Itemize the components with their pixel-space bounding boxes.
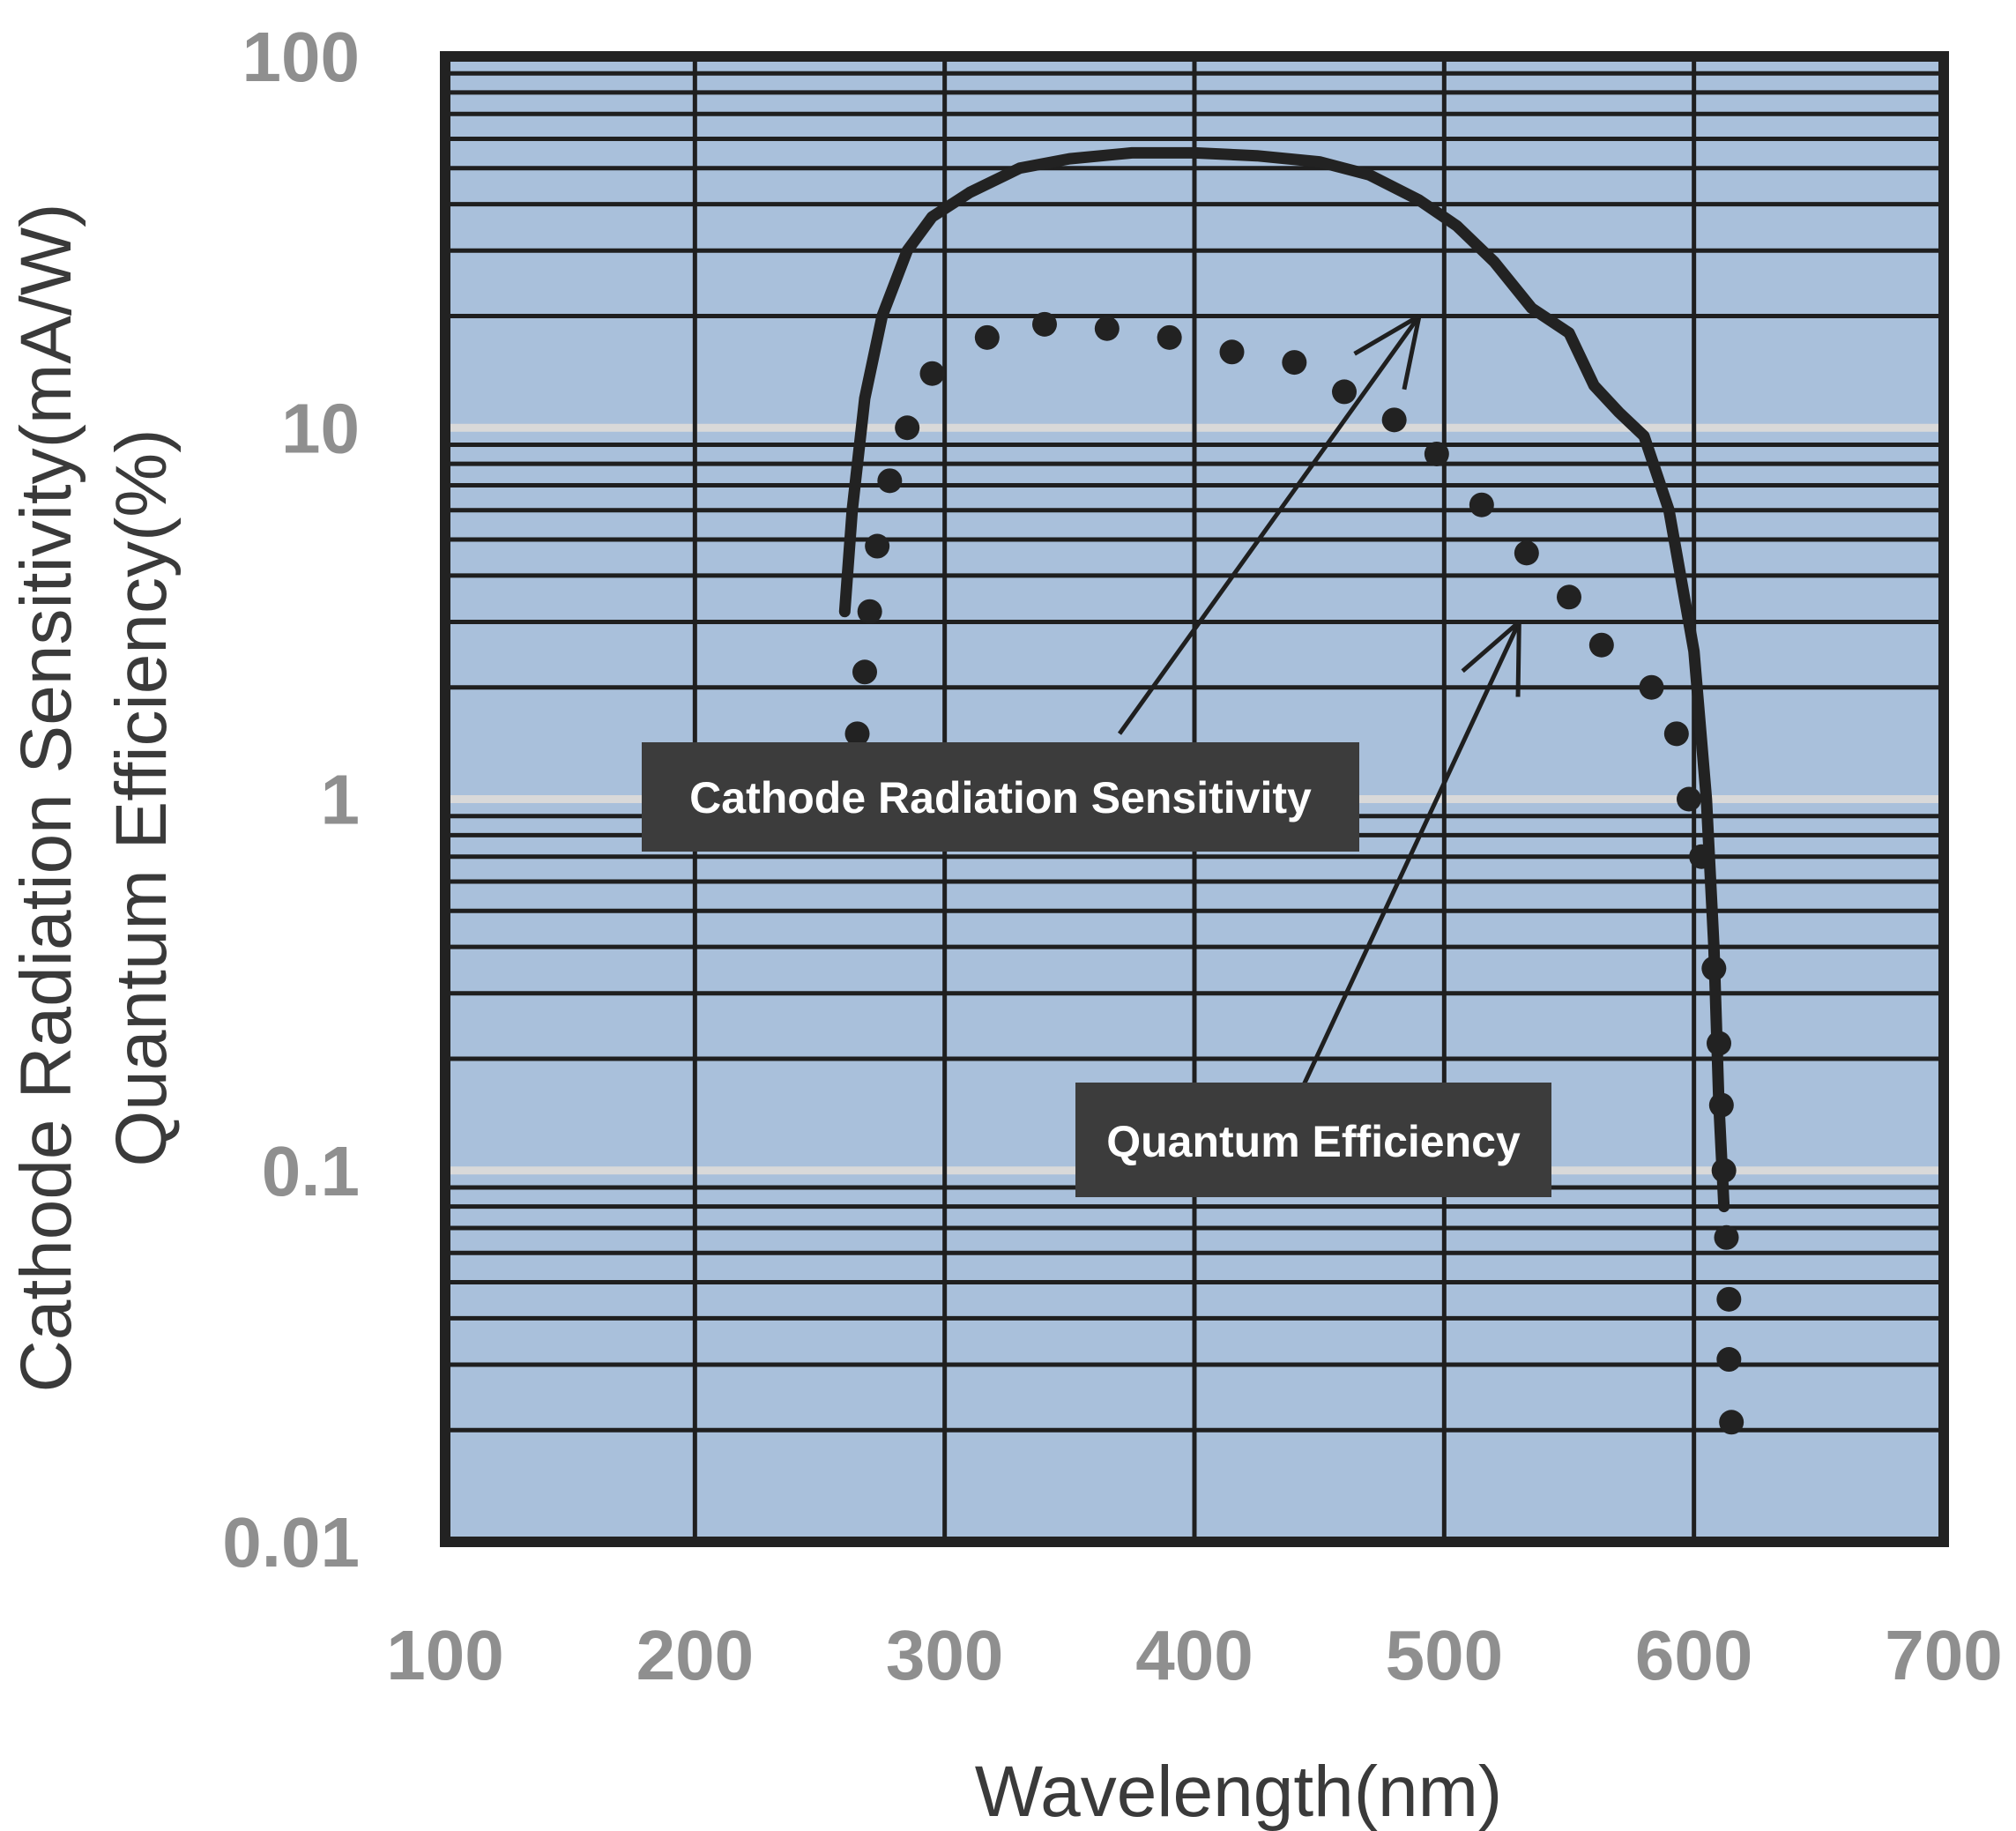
y-tick-label: 0.1 xyxy=(262,1132,360,1210)
qe-data-point xyxy=(1716,1286,1742,1312)
annotation-arrow-head xyxy=(1515,621,1521,697)
qe-data-point xyxy=(1332,379,1357,405)
qe-data-point xyxy=(1282,350,1307,376)
qe-data-point xyxy=(1663,721,1689,747)
qe-data-point xyxy=(919,361,945,386)
annotation-label-sensitivity: Cathode Radiation Sensitivity xyxy=(642,742,1359,852)
qe-data-point xyxy=(1708,1092,1734,1118)
qe-data-point xyxy=(895,415,920,441)
qe-data-point xyxy=(974,324,1000,350)
y-axis-title-line2: Quantum Efficiency(%) xyxy=(101,428,182,1166)
qe-data-point xyxy=(1707,1031,1731,1056)
annotation-arrow-head xyxy=(1353,314,1421,356)
qe-data-point xyxy=(1094,316,1120,341)
x-tick-label: 300 xyxy=(886,1616,1003,1694)
annotation-label-qe: Quantum Efficiency xyxy=(1075,1083,1551,1197)
qe-data-point xyxy=(877,468,903,494)
x-tick-label: 400 xyxy=(1135,1616,1253,1694)
x-tick-label: 100 xyxy=(386,1616,503,1694)
y-tick-label: 100 xyxy=(242,18,360,96)
annotation-box-sensitivity xyxy=(642,742,1359,852)
y-tick-labels: 100 10 1 0.1 0.01 xyxy=(222,18,360,1582)
qe-data-point xyxy=(1639,674,1664,700)
y-tick-label: 0.01 xyxy=(222,1503,360,1582)
series-line-cathode-sensitivity xyxy=(838,146,1730,1213)
x-tick-labels: 100 200 300 400 500 600 700 xyxy=(386,1616,2002,1694)
annotation-arrow-head xyxy=(1402,315,1422,391)
qe-data-point xyxy=(1588,632,1614,658)
x-axis-title: Wavelength(nm) xyxy=(975,1752,1503,1831)
qe-data-point xyxy=(1714,1224,1739,1250)
qe-data-point xyxy=(1689,844,1715,869)
qe-data-point xyxy=(1424,441,1449,466)
y-tick-label: 10 xyxy=(281,389,360,467)
qe-data-point xyxy=(1157,324,1182,350)
qe-data-point xyxy=(1701,956,1727,981)
annotation-text-qe: Quantum Efficiency xyxy=(1106,1117,1521,1166)
annotation-text-sensitivity: Cathode Radiation Sensitivity xyxy=(689,773,1312,822)
qe-data-point xyxy=(844,721,870,747)
annotation-arrow-shaft xyxy=(1292,621,1521,1106)
series-layer xyxy=(838,146,1744,1435)
plot-frame xyxy=(440,51,1949,1547)
qe-data-point xyxy=(1381,407,1407,433)
qe-data-point xyxy=(1219,339,1245,365)
annotation-arrow-shaft xyxy=(1117,314,1422,735)
qe-data-point xyxy=(1719,1410,1744,1435)
qe-data-point xyxy=(865,533,890,559)
x-tick-label: 700 xyxy=(1885,1616,2002,1694)
annotation-arrow-head xyxy=(1461,620,1521,674)
annotation-arrows xyxy=(1117,314,1521,1106)
qe-data-point xyxy=(852,659,877,685)
qe-data-point xyxy=(1677,786,1701,812)
x-tick-label: 500 xyxy=(1386,1616,1503,1694)
annotation-box-qe xyxy=(1075,1083,1551,1197)
x-tick-label: 200 xyxy=(636,1616,754,1694)
y-tick-label: 1 xyxy=(321,761,361,839)
qe-data-point xyxy=(1469,492,1494,517)
qe-data-point xyxy=(1716,1347,1742,1373)
y-axis-title-line1: Cathode Radiation Sensitivity(mA/W) xyxy=(6,204,86,1393)
qe-data-point xyxy=(1711,1157,1737,1183)
qe-data-point xyxy=(1514,540,1539,566)
series-dots-quantum-efficiency xyxy=(844,311,1744,1435)
x-tick-label: 600 xyxy=(1635,1616,1752,1694)
qe-data-point xyxy=(1557,584,1581,610)
qe-data-point xyxy=(1032,311,1057,337)
qe-data-point xyxy=(857,599,882,624)
